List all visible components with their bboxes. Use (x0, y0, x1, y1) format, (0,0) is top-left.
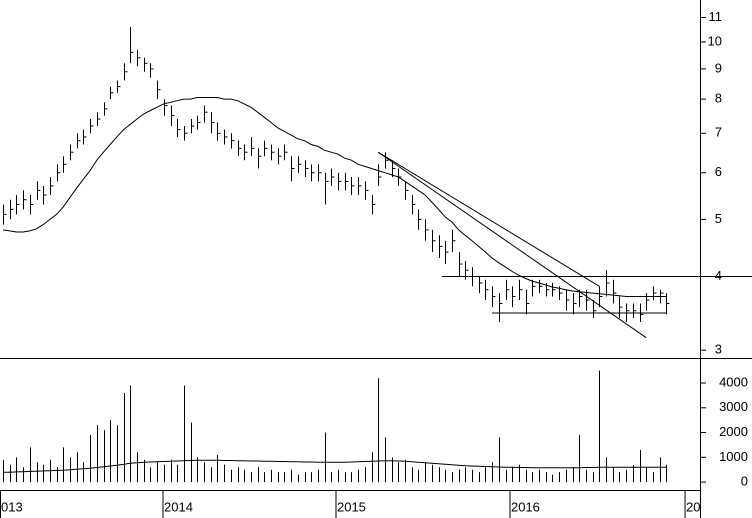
y-tick-label: 10 (708, 33, 722, 48)
volume-average (3, 459, 667, 473)
y-tick-label: 11 (709, 9, 723, 24)
trend-line (377, 151, 600, 287)
x-tick-label: 2015 (337, 499, 366, 514)
y-tick-label: 8 (715, 91, 722, 106)
y-tick-label: 2000 (719, 424, 748, 439)
y-tick-label: 4000 (719, 374, 748, 389)
y-tick-label: 5 (715, 211, 722, 226)
y-tick-label: 1000 (719, 449, 748, 464)
y-tick-label: 7 (715, 125, 722, 140)
x-tick-label: 013 (1, 499, 23, 514)
y-tick-label: 3000 (719, 399, 748, 414)
x-tick-label: 20 (686, 499, 700, 514)
x-tick-label: 2014 (164, 499, 193, 514)
x-tick-label: 2016 (511, 499, 540, 514)
y-tick-label: 9 (715, 60, 722, 75)
y-tick-label: 3 (715, 342, 722, 357)
y-tick-label: 4 (715, 268, 722, 283)
moving-average (2, 97, 667, 297)
y-tick-label: 0 (741, 474, 748, 489)
trend-line (377, 151, 647, 339)
y-tick-label: 6 (715, 164, 722, 179)
